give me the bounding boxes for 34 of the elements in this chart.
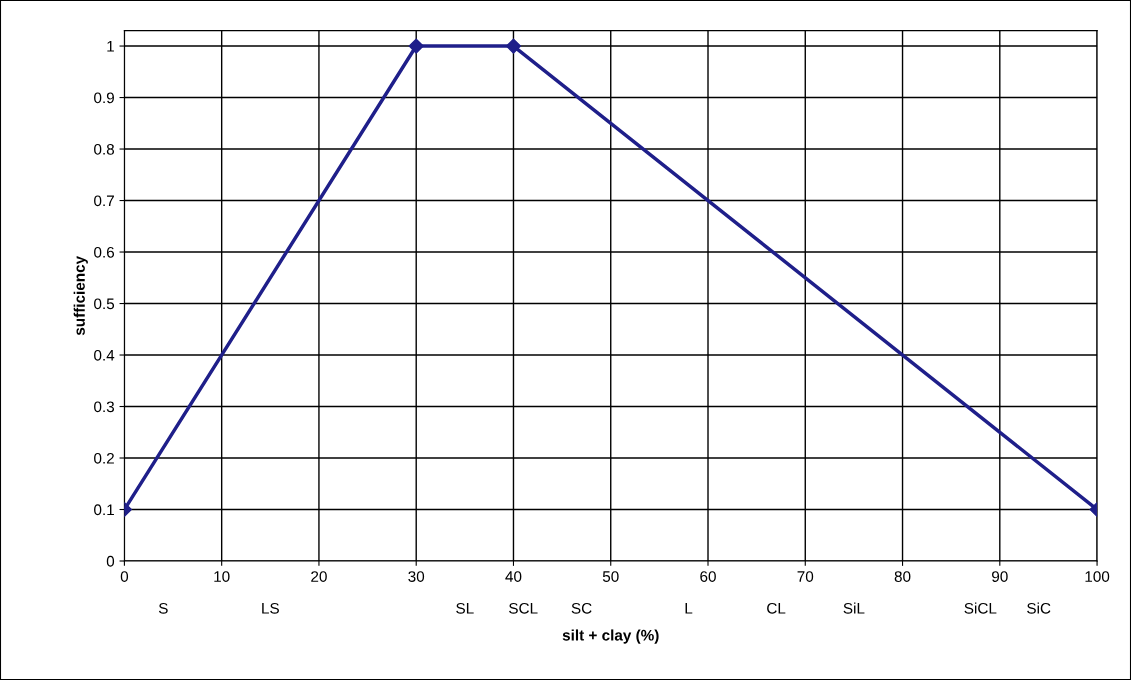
x-tick-label: 40 [505, 571, 522, 582]
text: CL [767, 602, 786, 614]
text: L [685, 603, 693, 614]
y-tick-label: 0.3 [94, 401, 115, 413]
x-tick-label: 0 [120, 571, 129, 582]
text: SC [571, 602, 592, 614]
text: LS [262, 602, 279, 614]
y-tick-label: 0.4 [94, 349, 115, 361]
text: SL [456, 602, 474, 614]
y-tick-label: 0.7 [94, 195, 114, 207]
y-tick-label: 0.9 [94, 92, 114, 104]
x-tick-label: 90 [992, 571, 1008, 582]
x-tick-label: 100 [1085, 571, 1110, 582]
y-tick-label: 0.5 [94, 298, 115, 310]
text: S [158, 602, 168, 614]
x-tick-label: 60 [700, 571, 716, 582]
x-tick-label: 80 [894, 571, 911, 582]
text: SiC [1027, 602, 1051, 614]
y-tick-label: 0.1 [94, 504, 114, 516]
x-tick-label: 50 [602, 571, 619, 582]
y-tick-label: 0.6 [94, 246, 115, 258]
y-tick-label: 1 [107, 41, 114, 52]
y-tick-label: 0.8 [94, 143, 115, 155]
y-tick-label: 0 [106, 555, 115, 567]
y-tick-label: 0.2 [94, 452, 114, 464]
x-axis-title: silt + clay (%) [562, 629, 659, 644]
text: SCL [509, 602, 538, 614]
x-tick-label: 10 [214, 571, 230, 582]
x-tick-label: 70 [797, 571, 814, 582]
text: SiL [843, 602, 865, 614]
text: SiCL [964, 602, 997, 614]
y-axis-title: sufficiency [73, 255, 88, 336]
x-tick-label: 30 [408, 571, 425, 582]
x-tick-label: 20 [311, 571, 327, 582]
